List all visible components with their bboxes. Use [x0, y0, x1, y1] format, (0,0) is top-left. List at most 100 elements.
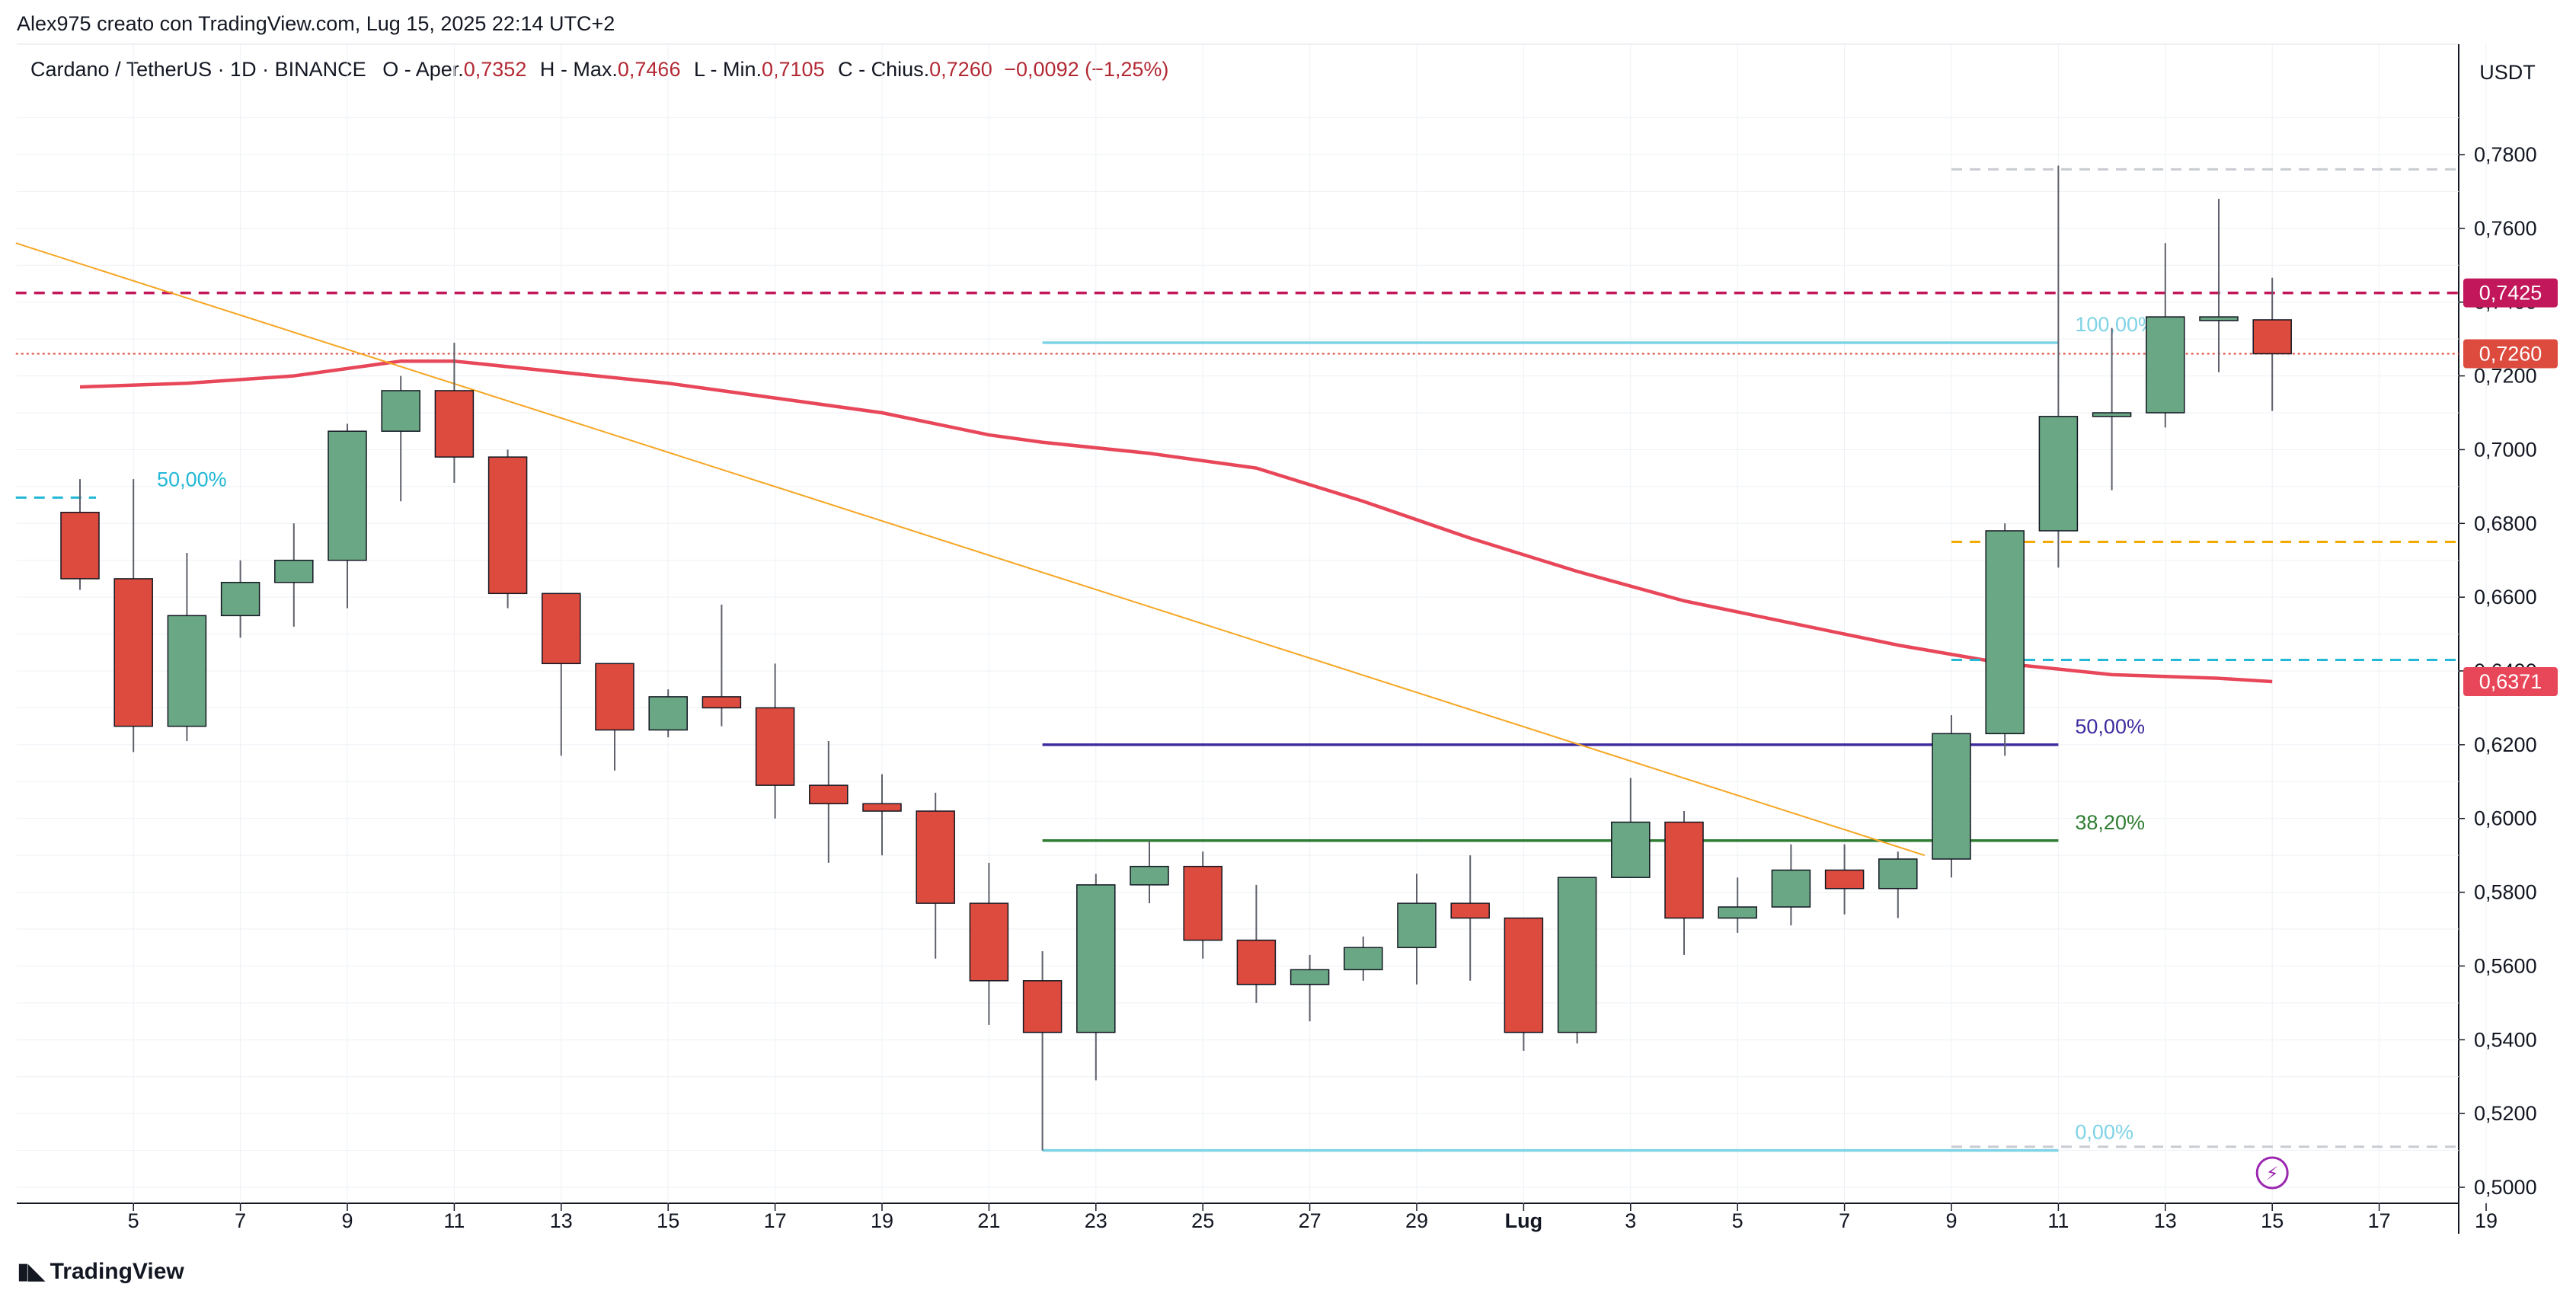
candle-body: [2092, 412, 2132, 417]
candle-body: [1824, 869, 1865, 890]
candle-body: [1932, 733, 1971, 860]
candle-body: [1504, 917, 1544, 1033]
candle-body: [809, 784, 849, 805]
y-tick-label: 0,7000: [2474, 438, 2537, 461]
candle-body: [702, 696, 742, 709]
candle-body: [969, 902, 1009, 982]
candle-body: [2146, 316, 2185, 414]
y-tick-label: 0,6000: [2474, 807, 2537, 830]
fib-label: 100,00%: [2075, 313, 2156, 336]
x-tick-label: 5: [128, 1209, 139, 1232]
candle-body: [1985, 530, 2025, 735]
x-tick-label: 7: [1839, 1209, 1850, 1232]
x-tick-label: 11: [443, 1209, 465, 1232]
x-tick-label: 25: [1191, 1209, 1214, 1232]
candle-body: [1183, 865, 1222, 941]
price-axis: USDT 0,5000 0,5200 0,5400 0,5600 0,5800 0,6000…: [2459, 61, 2558, 1199]
y-tick-label: 0,6600: [2474, 586, 2537, 608]
candle-body: [1397, 902, 1437, 948]
candle-body: [648, 696, 688, 731]
high-label: H - Max.: [539, 58, 618, 81]
x-tick-label: 21: [977, 1209, 1000, 1232]
candle-body: [1130, 865, 1169, 886]
y-tick-label: 0,6200: [2474, 733, 2537, 756]
candle-body: [487, 456, 528, 595]
y-tick-label: 0,7200: [2474, 365, 2537, 388]
close-value: 0,7260: [929, 58, 992, 81]
candle-body: [1076, 884, 1116, 1033]
x-tick-label: 13: [550, 1209, 573, 1232]
close-label: C - Chius.: [838, 58, 930, 81]
quote-unit-label: USDT: [2479, 61, 2536, 84]
x-tick-label: 19: [871, 1209, 893, 1232]
open-label: O - Aper.: [382, 58, 464, 81]
chart-attribution: Alex975 creato con TradingView.com, Lug …: [17, 12, 615, 35]
y-tick-label: 0,7800: [2474, 143, 2537, 166]
x-tick-label: 19: [2475, 1209, 2498, 1232]
x-tick-label: 27: [1299, 1209, 1322, 1232]
symbol-legend: Cardano / TetherUS · 1D · BINANCE O - Ap…: [30, 58, 1168, 81]
y-tick-label: 0,5600: [2474, 954, 2537, 977]
x-tick-label: 7: [235, 1209, 246, 1232]
price-tag: [2463, 339, 2558, 369]
candle-body: [220, 582, 260, 617]
candle-body: [1450, 902, 1490, 919]
candle-body: [434, 390, 475, 458]
price-tag-label: 0,7425: [2479, 282, 2542, 305]
x-tick-label: 3: [1625, 1209, 1636, 1232]
y-tick-label: 0,7600: [2474, 217, 2537, 240]
horizontal-levels: 50,00%: [15, 168, 2459, 1148]
candle-body: [595, 663, 634, 731]
candle-body: [1771, 869, 1811, 908]
candle-body: [1664, 821, 1704, 919]
level-label-fib_50_left: 50,00%: [157, 468, 227, 490]
price-tag-label: 0,6371: [2479, 670, 2542, 693]
candles: ⚡: [60, 165, 2292, 1190]
tradingview-logo[interactable]: ▮◣ TradingView: [17, 1258, 184, 1285]
x-tick-label: 11: [2047, 1209, 2069, 1232]
candle-body: [1718, 906, 1757, 919]
candle-body: [113, 578, 153, 727]
x-tick-label: 23: [1085, 1209, 1107, 1232]
price-tag-label: 0,7260: [2479, 343, 2542, 366]
candle-body: [328, 430, 367, 561]
trendline: [15, 242, 1926, 857]
price-tag: [2463, 667, 2558, 697]
price-tag: [2463, 278, 2558, 308]
candle-body: [167, 615, 207, 727]
candle-body: [1236, 939, 1277, 985]
x-tick-label: 15: [2261, 1209, 2284, 1232]
fib-label: 50,00%: [2075, 715, 2145, 738]
trendline-line: [15, 242, 1926, 857]
fibonacci-retracement: 100,00% 50,00% 38,20% 0,00%: [1042, 313, 2156, 1152]
x-tick-label: 13: [2154, 1209, 2177, 1232]
x-tick-label: 5: [1732, 1209, 1743, 1232]
candle-body: [542, 593, 581, 665]
candle-body: [1557, 877, 1597, 1033]
x-tick-label: 29: [1405, 1209, 1428, 1232]
event-bolt-icon: [2255, 1156, 2289, 1190]
x-tick-label: 9: [341, 1209, 353, 1232]
candle-body: [1611, 821, 1651, 878]
x-tick-label: 9: [1945, 1209, 1957, 1232]
symbol-name[interactable]: Cardano / TetherUS · 1D · BINANCE: [30, 58, 366, 81]
candle-body: [2252, 319, 2292, 355]
low-label: L - Min.: [693, 58, 762, 81]
candle-body: [755, 707, 795, 786]
time-axis: 5 7 9 11 13 15 17 19 21 23 25 27 29 Lug 3 5 7 9 11 13 15 17 19: [128, 1203, 2498, 1232]
y-tick-label: 0,6800: [2474, 512, 2537, 535]
candle-body: [381, 390, 420, 432]
candle-body: [274, 559, 314, 583]
low-value: 0,7105: [762, 58, 825, 81]
tradingview-brand: TradingView: [50, 1258, 184, 1284]
candle-body: [916, 810, 955, 904]
candle-body: [1878, 858, 1918, 890]
y-tick-label: 0,5200: [2474, 1102, 2537, 1125]
high-value: 0,7466: [617, 58, 681, 81]
y-tick-label: 0,5400: [2474, 1028, 2537, 1051]
change-value: −0,0092 (−1,25%): [1004, 58, 1169, 81]
x-tick-label: 15: [657, 1209, 679, 1232]
moving-average: [79, 359, 2273, 684]
candle-body: [1290, 969, 1330, 985]
